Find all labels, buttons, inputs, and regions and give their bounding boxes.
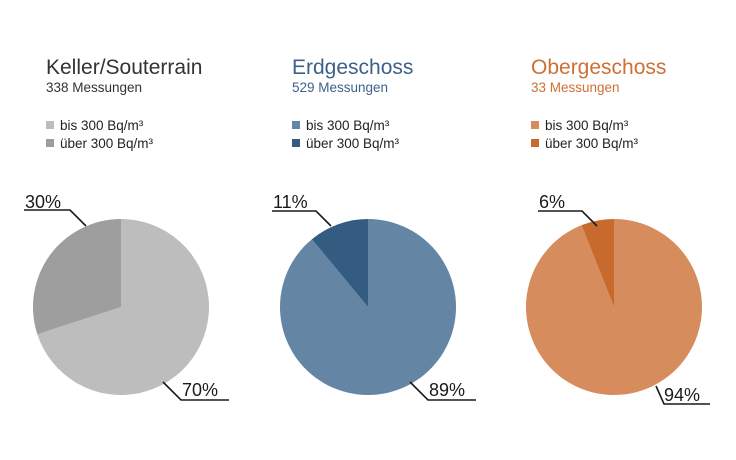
legend-item: über 300 Bq/m³	[46, 134, 153, 152]
legend-item: bis 300 Bq/m³	[292, 116, 399, 134]
pie-slice-ueber-300	[33, 219, 121, 335]
pie-slice-bis-300	[37, 219, 210, 396]
chart-title: Erdgeschoss	[292, 56, 414, 79]
legend-swatch	[531, 121, 539, 129]
chart-subtitle: 338 Messungen	[46, 80, 143, 95]
chart-subtitle: 529 Messungen	[292, 80, 389, 95]
pie-slice-ueber-300	[311, 219, 368, 307]
legend-item: über 300 Bq/m³	[531, 134, 638, 152]
data-label: 70%	[182, 380, 218, 400]
leader-line	[409, 381, 476, 401]
legend: bis 300 Bq/m³ über 300 Bq/m³	[292, 116, 399, 152]
leader-line	[538, 210, 598, 227]
data-label: 89%	[429, 380, 465, 400]
pie-slice-ueber-300	[581, 219, 614, 307]
chart-panel-erdgeschoss: Erdgeschoss 529 Messungen bis 300 Bq/m³ …	[292, 0, 537, 460]
legend-swatch	[292, 121, 300, 129]
chart-panel-obergeschoss: Obergeschoss 33 Messungen bis 300 Bq/m³ …	[531, 0, 736, 460]
leader-line	[272, 210, 332, 227]
legend-label: über 300 Bq/m³	[545, 135, 639, 151]
legend-swatch	[531, 139, 539, 147]
legend: bis 300 Bq/m³ über 300 Bq/m³	[46, 116, 153, 152]
data-label: 30%	[25, 192, 61, 212]
chart-title: Obergeschoss	[531, 56, 667, 79]
data-label: 11%	[273, 192, 308, 212]
legend-swatch	[46, 121, 54, 129]
leader-line	[655, 385, 710, 405]
legend-item: über 300 Bq/m³	[292, 134, 399, 152]
legend-swatch	[46, 139, 54, 147]
legend-label: bis 300 Bq/m³	[306, 117, 390, 133]
legend-label: über 300 Bq/m³	[306, 135, 400, 151]
legend-item: bis 300 Bq/m³	[46, 116, 153, 134]
chart-subtitle: 33 Messungen	[531, 80, 620, 95]
leader-line	[24, 209, 87, 227]
chart-title: Keller/Souterrain	[46, 56, 203, 79]
legend-label: über 300 Bq/m³	[60, 135, 154, 151]
pie-slice-bis-300	[526, 219, 703, 396]
data-label: 6%	[539, 192, 565, 212]
legend-swatch	[292, 139, 300, 147]
legend: bis 300 Bq/m³ über 300 Bq/m³	[531, 116, 638, 152]
data-label: 94%	[664, 385, 700, 405]
pie-slice-bis-300	[279, 219, 456, 395]
chart-panel-keller: Keller/Souterrain 338 Messungen bis 300 …	[46, 0, 291, 460]
legend-item: bis 300 Bq/m³	[531, 116, 638, 134]
leader-line	[162, 381, 229, 401]
legend-label: bis 300 Bq/m³	[60, 117, 144, 133]
legend-label: bis 300 Bq/m³	[545, 117, 629, 133]
